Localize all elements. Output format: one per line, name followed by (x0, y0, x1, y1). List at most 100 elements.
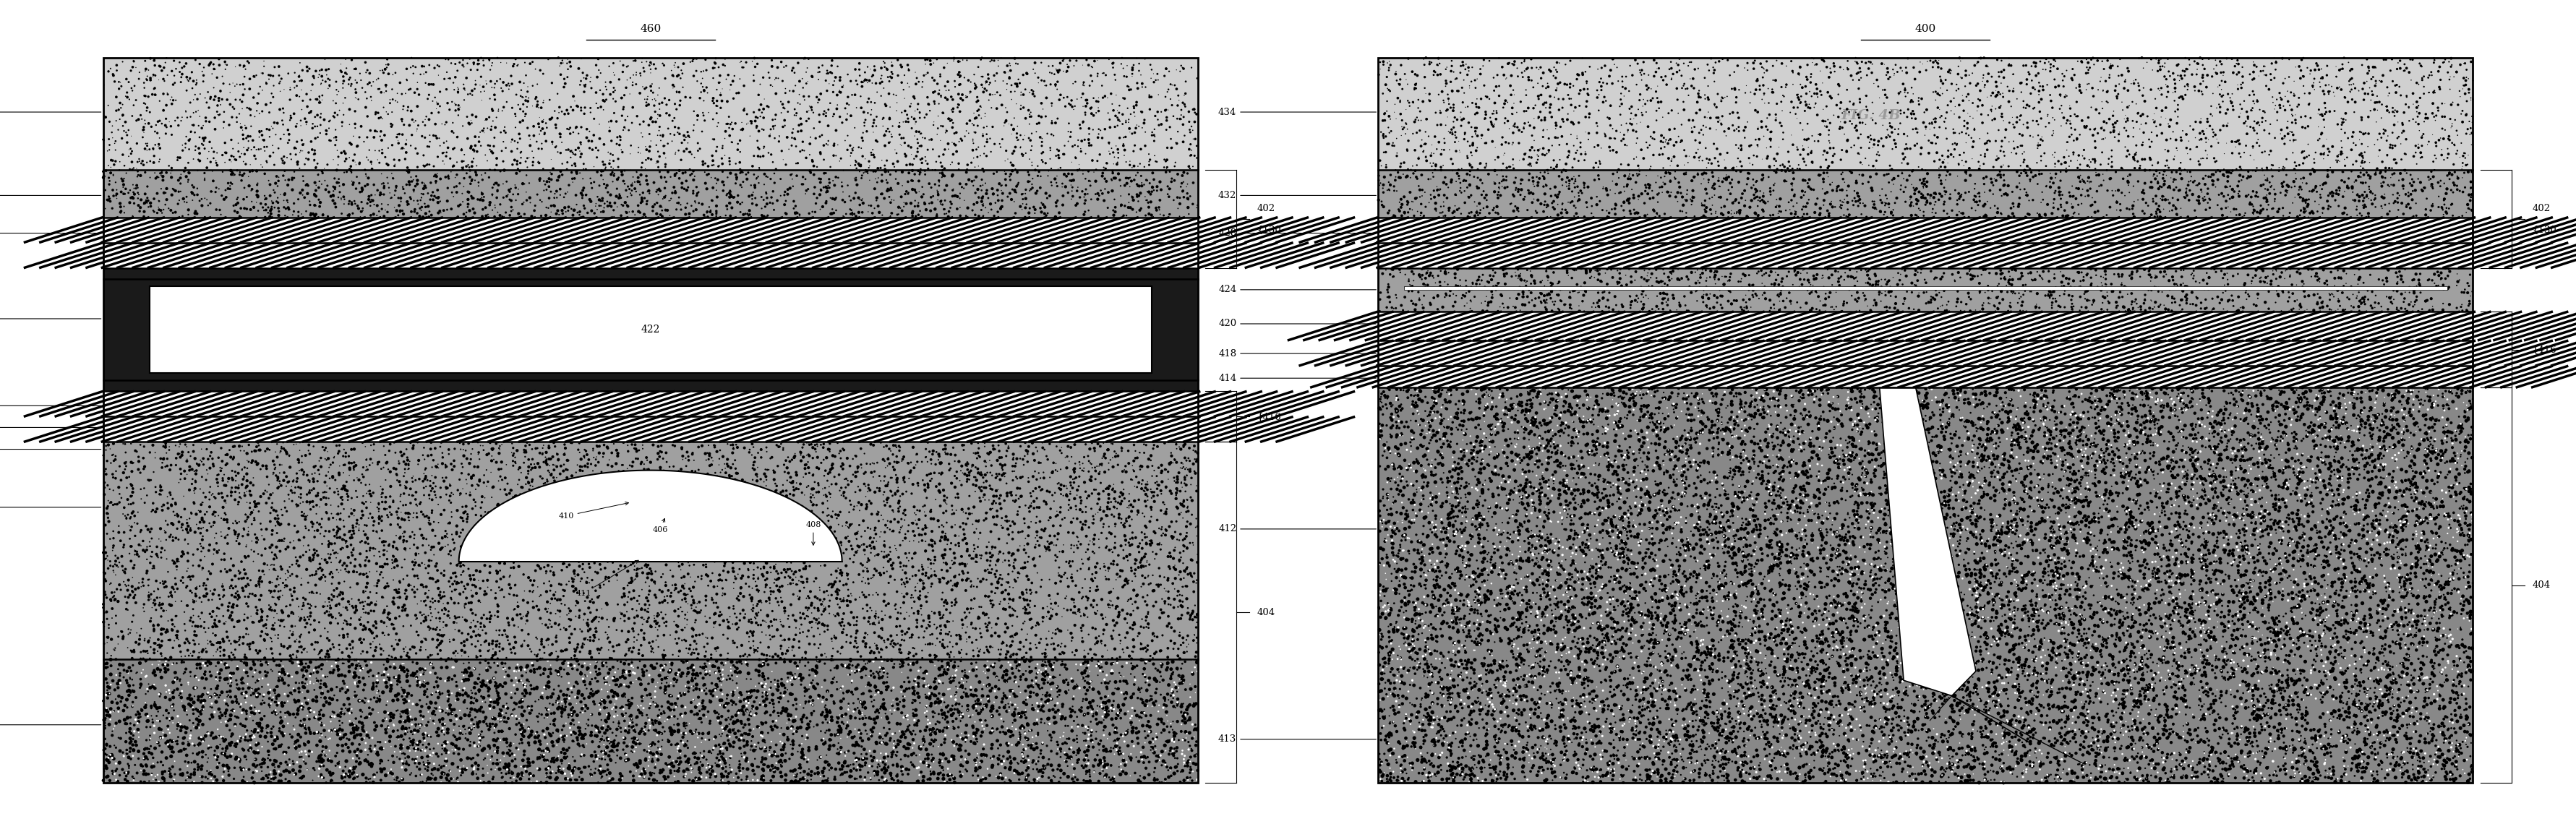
Point (1504, 441, 1546, 454)
Point (2017, 776, 2058, 789)
Point (652, 760, 693, 773)
Point (2226, 694, 2267, 707)
Point (1486, 623, 1528, 636)
Point (309, 606, 350, 619)
Point (1965, 137, 2007, 150)
Point (984, 776, 1025, 789)
Point (2367, 548, 2409, 561)
Point (881, 138, 922, 152)
Point (860, 700, 902, 714)
Point (2344, 452, 2385, 465)
Point (1687, 648, 1728, 661)
Point (590, 495, 631, 508)
Point (549, 143, 590, 157)
Point (1100, 757, 1141, 770)
Point (193, 63, 234, 76)
Point (1775, 471, 1816, 484)
Point (2099, 522, 2141, 536)
Point (1589, 119, 1631, 132)
Point (827, 478, 868, 491)
Point (500, 132, 541, 145)
Point (1533, 472, 1574, 485)
Point (881, 775, 922, 789)
Point (206, 625, 247, 639)
Point (98, 496, 139, 509)
Point (2182, 511, 2223, 524)
Point (1765, 549, 1806, 562)
Point (1677, 391, 1718, 405)
Point (1412, 542, 1453, 555)
Point (961, 714, 1002, 727)
Point (1713, 414, 1754, 428)
Point (2035, 439, 2076, 452)
Point (1762, 496, 1803, 509)
Point (191, 452, 232, 466)
Point (909, 557, 951, 570)
Point (1703, 208, 1744, 222)
Point (2393, 53, 2434, 66)
Point (1141, 629, 1182, 642)
Point (1435, 611, 1476, 624)
Point (912, 569, 953, 582)
Point (1909, 675, 1950, 688)
Point (2450, 188, 2491, 201)
Point (842, 706, 884, 719)
Point (1512, 633, 1553, 646)
Point (755, 574, 796, 587)
Point (1391, 163, 1432, 176)
Point (495, 696, 536, 709)
Point (1886, 600, 1927, 613)
Point (289, 705, 330, 719)
Point (1698, 54, 1739, 68)
Point (1066, 733, 1108, 746)
Point (2174, 723, 2215, 737)
Point (216, 710, 258, 723)
Point (2092, 412, 2133, 425)
Point (1904, 438, 1945, 451)
Point (1450, 159, 1492, 172)
Point (1888, 530, 1929, 543)
Point (1435, 500, 1476, 513)
Point (425, 530, 466, 543)
Point (198, 588, 240, 602)
Point (1984, 706, 2025, 719)
Point (1458, 197, 1499, 210)
Point (111, 752, 152, 765)
Point (613, 68, 654, 82)
Point (1602, 650, 1643, 663)
Point (1077, 705, 1118, 718)
Point (1739, 676, 1780, 689)
Point (2210, 471, 2251, 485)
Point (1703, 124, 1744, 138)
Point (1734, 475, 1775, 488)
Point (1899, 470, 1940, 483)
Point (721, 717, 762, 730)
Point (469, 524, 510, 537)
Point (167, 157, 209, 170)
Point (2239, 709, 2280, 723)
Point (1164, 673, 1206, 686)
Point (569, 488, 611, 501)
Point (618, 175, 659, 188)
Point (1932, 578, 1973, 591)
Point (1564, 147, 1605, 161)
Point (1605, 411, 1646, 424)
Point (2378, 427, 2419, 440)
Point (1610, 582, 1651, 595)
Point (2218, 659, 2259, 672)
Point (1741, 709, 1783, 723)
Point (662, 537, 703, 550)
Point (2138, 541, 2179, 555)
Point (1687, 111, 1728, 124)
Point (1419, 602, 1461, 616)
Point (1386, 735, 1427, 748)
Point (374, 159, 415, 172)
Point (211, 588, 252, 602)
Point (886, 763, 927, 776)
Point (536, 585, 577, 598)
Point (2239, 497, 2280, 510)
Point (572, 615, 613, 628)
Point (1175, 455, 1216, 468)
Point (1015, 755, 1056, 768)
Point (1520, 487, 1561, 500)
